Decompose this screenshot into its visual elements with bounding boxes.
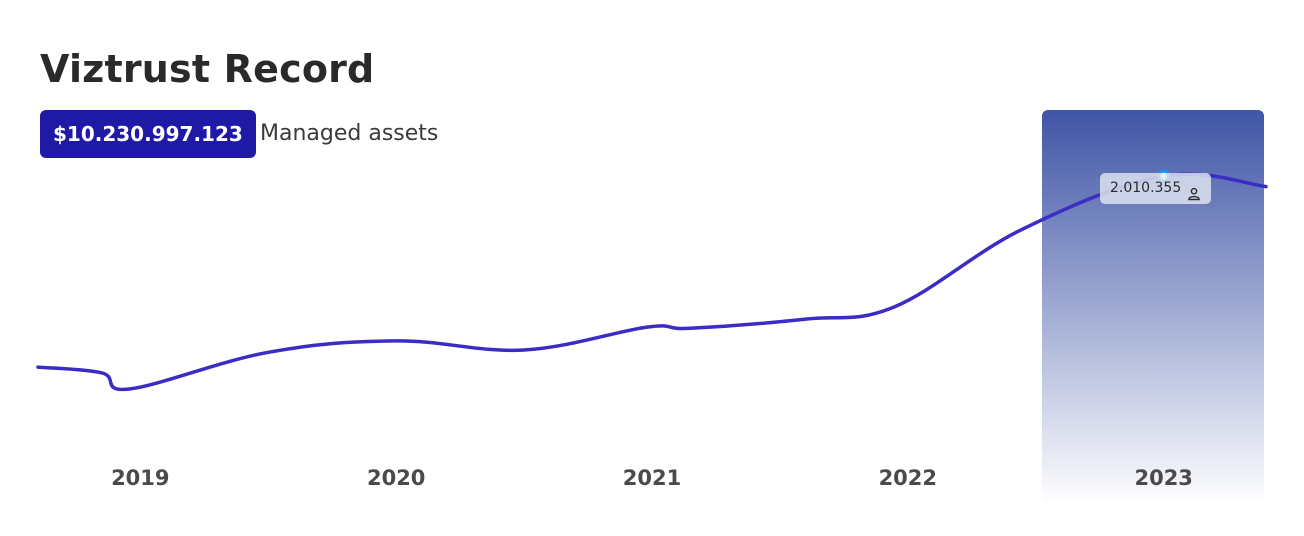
x-tick-label: 2020 [367, 466, 425, 490]
highlighted-year-band[interactable] [1042, 110, 1264, 505]
user-icon [1187, 182, 1201, 200]
tooltip-value: 2.010.355 [1110, 180, 1182, 196]
managed-assets-label: Managed assets [260, 121, 439, 146]
x-tick-label: 2022 [879, 466, 937, 490]
x-tick-label: 2019 [111, 466, 169, 490]
page-title: Viztrust Record [40, 47, 375, 91]
x-tick-label: 2023 [1134, 466, 1192, 490]
data-point-tooltip: 2.010.355 [1100, 173, 1212, 204]
x-tick-label: 2021 [623, 466, 681, 490]
managed-assets-value-badge: $10.230.997.123 [40, 110, 256, 158]
series-line [36, 172, 1268, 392]
